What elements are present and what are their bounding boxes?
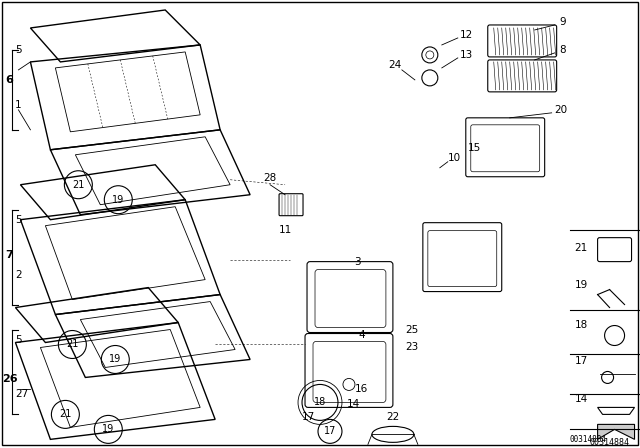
Text: 21: 21 <box>575 243 588 253</box>
Text: 5: 5 <box>15 335 22 345</box>
Text: 8: 8 <box>559 45 566 55</box>
Text: 19: 19 <box>102 424 115 435</box>
Text: 7: 7 <box>6 250 13 260</box>
Text: 20: 20 <box>555 105 568 115</box>
Text: 21: 21 <box>66 340 79 349</box>
FancyBboxPatch shape <box>305 333 393 407</box>
Text: 21: 21 <box>72 180 84 190</box>
Text: 19: 19 <box>575 280 588 289</box>
Text: 00314884: 00314884 <box>570 435 607 444</box>
Text: 1: 1 <box>15 100 22 110</box>
Text: 16: 16 <box>355 384 368 394</box>
Text: 14: 14 <box>347 400 360 409</box>
Text: 2: 2 <box>15 270 22 280</box>
Text: 28: 28 <box>264 173 276 183</box>
Text: 17: 17 <box>301 413 315 422</box>
Text: 17: 17 <box>575 357 588 366</box>
Text: 13: 13 <box>460 50 473 60</box>
FancyBboxPatch shape <box>313 341 386 402</box>
Text: 27: 27 <box>15 389 29 400</box>
Text: 12: 12 <box>460 30 473 40</box>
Text: 21: 21 <box>59 409 72 419</box>
Text: 19: 19 <box>112 195 124 205</box>
Text: 3: 3 <box>355 257 361 267</box>
Polygon shape <box>598 407 634 414</box>
Text: 23: 23 <box>405 342 418 353</box>
Text: 10: 10 <box>448 153 461 163</box>
FancyBboxPatch shape <box>466 118 545 177</box>
Polygon shape <box>598 424 634 439</box>
FancyBboxPatch shape <box>488 60 557 92</box>
Text: 24: 24 <box>388 60 401 70</box>
Text: 26: 26 <box>3 375 18 384</box>
Text: 19: 19 <box>109 354 122 365</box>
FancyBboxPatch shape <box>307 262 393 332</box>
FancyBboxPatch shape <box>428 231 497 287</box>
FancyBboxPatch shape <box>315 270 386 327</box>
FancyBboxPatch shape <box>488 25 557 57</box>
FancyBboxPatch shape <box>279 194 303 215</box>
Text: 22: 22 <box>387 413 399 422</box>
Text: 18: 18 <box>575 319 588 330</box>
Text: 14: 14 <box>575 394 588 405</box>
FancyBboxPatch shape <box>598 237 632 262</box>
Text: 6: 6 <box>6 75 13 85</box>
Text: 25: 25 <box>405 324 418 335</box>
Text: 5: 5 <box>15 215 22 225</box>
Text: 00314884: 00314884 <box>589 438 630 447</box>
Text: 4: 4 <box>358 330 365 340</box>
Text: 17: 17 <box>324 426 336 436</box>
Text: 18: 18 <box>314 397 326 407</box>
Text: 11: 11 <box>278 224 292 235</box>
FancyBboxPatch shape <box>471 125 540 172</box>
Ellipse shape <box>372 426 414 442</box>
Text: 15: 15 <box>468 143 481 153</box>
Text: 5: 5 <box>15 45 22 55</box>
FancyBboxPatch shape <box>423 223 502 292</box>
Text: 9: 9 <box>559 17 566 27</box>
